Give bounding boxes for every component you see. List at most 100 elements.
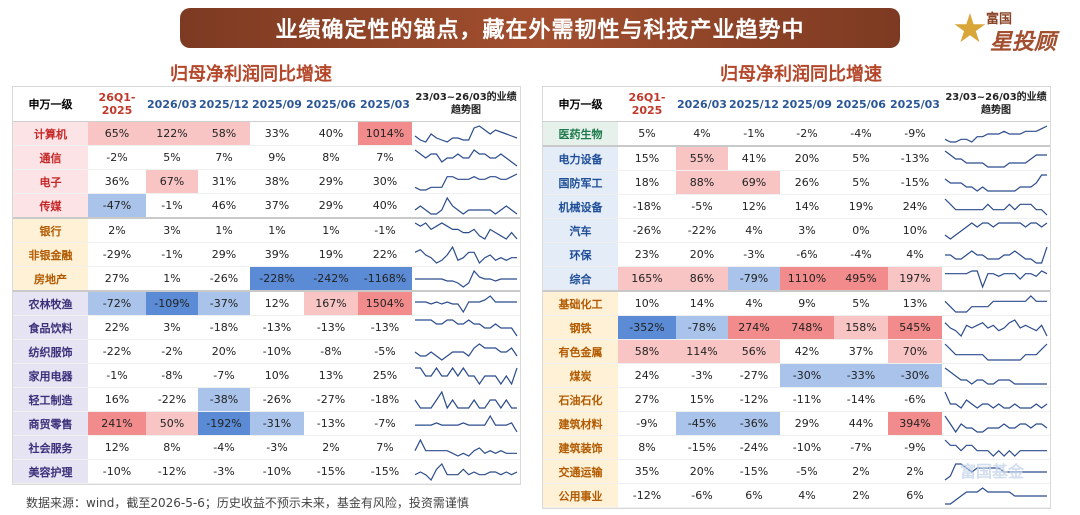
trend-line [944, 343, 1048, 361]
growth-value: 5% [146, 145, 198, 170]
table-row: 交通运输 35% 20% -15% -5% 2% 2% [543, 459, 1050, 484]
column-header: 申万一级 [13, 87, 88, 122]
trend-sparkline [944, 415, 1048, 433]
growth-value: 29% [304, 169, 358, 194]
column-header: 2025/09 [780, 87, 834, 122]
sector-name: 环保 [543, 242, 618, 267]
sector-name: 农林牧渔 [13, 290, 88, 316]
header-row: 申万一级 26Q1-2025 2026/03 2025/12 2025/09 2025/0… [543, 87, 1050, 122]
table-row: 钢铁 -352% -78% 274% 748% 158% 545% [543, 315, 1050, 340]
trend-line [415, 269, 517, 288]
logo-line1: 富国 [986, 12, 1013, 27]
growth-value: 4% [780, 483, 834, 508]
growth-value: 5% [618, 121, 676, 147]
growth-value: -45% [676, 411, 728, 436]
growth-value: 55% [676, 145, 728, 171]
growth-value: 41% [728, 145, 780, 171]
growth-value: 44% [834, 411, 888, 436]
growth-value: 4% [888, 242, 942, 267]
growth-value: -10% [780, 435, 834, 460]
sector-name: 公用事业 [543, 483, 618, 508]
growth-value: 35% [618, 459, 676, 484]
trend-cell [412, 435, 520, 460]
growth-value: -13% [304, 315, 358, 340]
sector-name: 传媒 [13, 193, 88, 219]
trend-cell [942, 194, 1050, 219]
sector-name: 通信 [13, 145, 88, 170]
growth-value: -109% [146, 290, 198, 316]
trend-cell [942, 315, 1050, 340]
table-row: 环保 23% 20% -3% -6% -4% 4% [543, 242, 1050, 267]
trend-line [414, 245, 517, 264]
growth-value: -6% [888, 387, 942, 412]
trend-line [944, 198, 1048, 215]
growth-value: 37% [834, 339, 888, 364]
growth-value: -4% [834, 121, 888, 147]
growth-value: 1110% [780, 266, 834, 292]
growth-value: 14% [780, 194, 834, 219]
title-banner: 业绩确定性的锚点，藏在外需韧性与科技产业趋势中 [180, 8, 900, 48]
trend-sparkline [415, 318, 518, 336]
sector-name: 医药生物 [543, 121, 618, 147]
growth-value: -3% [676, 363, 728, 388]
trend-cell [412, 459, 520, 484]
table-row: 房地产 27% 1% -26% -228% -242% -1168% [13, 266, 520, 292]
growth-value: 0% [834, 218, 888, 243]
growth-value: -72% [88, 290, 146, 316]
growth-value: -7% [834, 435, 888, 460]
table-row: 医药生物 5% 4% -1% -2% -4% -9% [543, 121, 1050, 147]
growth-value: 18% [618, 170, 676, 195]
growth-value: 122% [146, 121, 198, 146]
growth-value: 165% [618, 266, 676, 292]
growth-value: -8% [304, 339, 358, 364]
growth-value: 26% [780, 170, 834, 195]
growth-value: 4% [728, 290, 780, 316]
sector-name: 纺织服饰 [13, 339, 88, 364]
growth-value: 88% [676, 170, 728, 195]
growth-value: 58% [198, 121, 250, 146]
sector-name: 建筑装饰 [543, 435, 618, 460]
growth-value: -1168% [358, 266, 412, 292]
growth-value: 495% [834, 266, 888, 292]
sector-name: 煤炭 [543, 363, 618, 388]
growth-value: 9% [780, 290, 834, 316]
left-table-title: 归母净利润同比增速 [170, 64, 332, 85]
trend-line [414, 148, 518, 166]
growth-value: -29% [88, 242, 146, 267]
header-row: 申万一级 26Q1-2025 2026/03 2025/12 2025/09 2025/0… [13, 87, 520, 122]
growth-value: -1% [146, 242, 198, 267]
growth-value: 22% [358, 242, 412, 267]
trend-sparkline [415, 366, 518, 385]
footer-source: 数据来源：wind，截至2026-5-6；历史收益不预示未来，基金有风险，投资需… [26, 496, 469, 510]
trend-sparkline [414, 245, 517, 264]
watermark: 富国基金 [960, 462, 1025, 481]
growth-value: 16% [88, 387, 146, 412]
growth-value: 24% [618, 363, 676, 388]
growth-value: -47% [88, 193, 146, 219]
growth-value: -242% [304, 266, 358, 292]
trend-sparkline [414, 342, 518, 361]
growth-value: -3% [250, 435, 304, 460]
column-header: 申万一级 [543, 87, 618, 122]
trend-cell [412, 193, 520, 219]
growth-value: 12% [88, 435, 146, 460]
trend-cell [412, 339, 520, 364]
trend-line [944, 462, 1047, 480]
trend-line [945, 486, 1047, 505]
trend-cell [942, 435, 1050, 460]
trend-sparkline [944, 462, 1047, 480]
growth-value: 20% [676, 242, 728, 267]
sector-name: 家用电器 [13, 363, 88, 388]
trend-line [944, 294, 1047, 313]
growth-value: 37% [250, 193, 304, 219]
sector-name: 电力设备 [543, 145, 618, 171]
page-title: 业绩确定性的锚点，藏在外需韧性与科技产业趋势中 [275, 18, 805, 43]
growth-value: -7% [198, 363, 250, 388]
growth-value: -7% [358, 411, 412, 436]
table-row: 传媒 -47% -1% 46% 37% 29% 40% [13, 193, 520, 219]
sector-name: 房地产 [13, 266, 88, 292]
table-row: 机械设备 -18% -5% 12% 14% 19% 24% [543, 194, 1050, 219]
right-data-table: 申万一级 26Q1-2025 2026/03 2025/12 2025/09 2025/0… [543, 87, 1050, 508]
left-table-panel: 申万一级 26Q1-2025 2026/03 2025/12 2025/09 2025/0… [12, 86, 521, 485]
trend-cell [942, 411, 1050, 436]
